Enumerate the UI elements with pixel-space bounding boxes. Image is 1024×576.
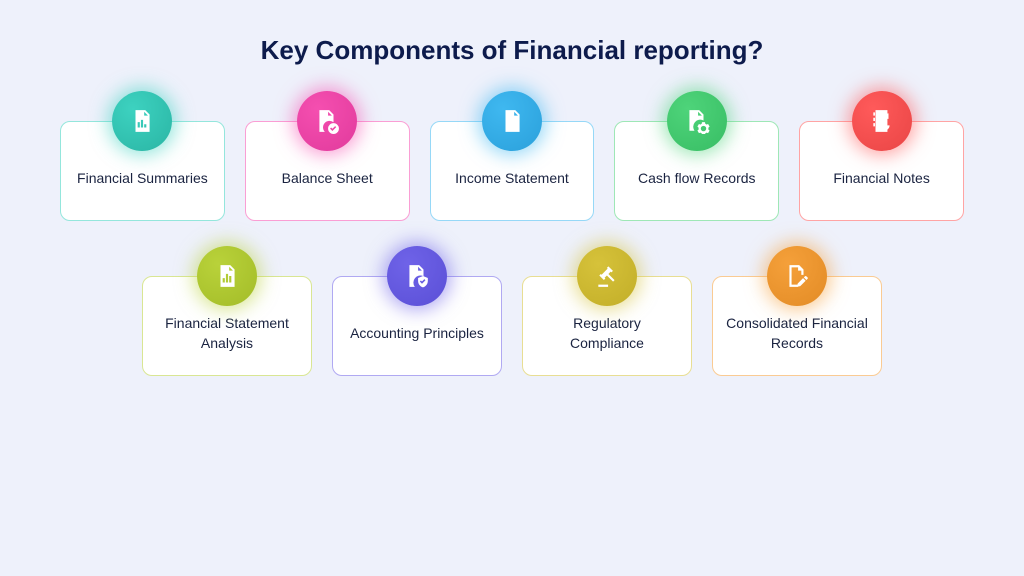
infographic-canvas: Key Components of Financial reporting? F… (0, 0, 1024, 576)
page-title: Key Components of Financial reporting? (261, 35, 764, 66)
card-rows: Financial Summaries Balance Sheet Income S… (60, 121, 964, 376)
doc-bars-icon (197, 246, 257, 306)
component-card: Income Statement (430, 121, 595, 221)
doc-list-icon (482, 91, 542, 151)
component-card: Financial Statement Analysis (142, 276, 312, 376)
card-label: Financial Statement Analysis (156, 314, 298, 353)
card-row-2: Financial Statement Analysis Accounting P… (60, 276, 964, 376)
card-label: Balance Sheet (282, 169, 373, 189)
card-row-1: Financial Summaries Balance Sheet Income S… (60, 121, 964, 221)
card-label: Consolidated Financial Records (726, 314, 868, 353)
card-label: Regulatory Compliance (536, 314, 678, 353)
card-label: Cash flow Records (638, 169, 756, 189)
doc-check-icon (297, 91, 357, 151)
component-card: Financial Notes (799, 121, 964, 221)
notebook-pie-icon (852, 91, 912, 151)
component-card: Cash flow Records (614, 121, 779, 221)
card-label: Accounting Principles (350, 324, 484, 344)
doc-pen-icon (767, 246, 827, 306)
doc-shield-icon (387, 246, 447, 306)
component-card: Regulatory Compliance (522, 276, 692, 376)
component-card: Financial Summaries (60, 121, 225, 221)
component-card: Consolidated Financial Records (712, 276, 882, 376)
card-label: Income Statement (455, 169, 569, 189)
component-card: Accounting Principles (332, 276, 502, 376)
card-label: Financial Notes (833, 169, 930, 189)
gavel-icon (577, 246, 637, 306)
doc-chart-icon (112, 91, 172, 151)
component-card: Balance Sheet (245, 121, 410, 221)
doc-gear-icon (667, 91, 727, 151)
card-label: Financial Summaries (77, 169, 208, 189)
